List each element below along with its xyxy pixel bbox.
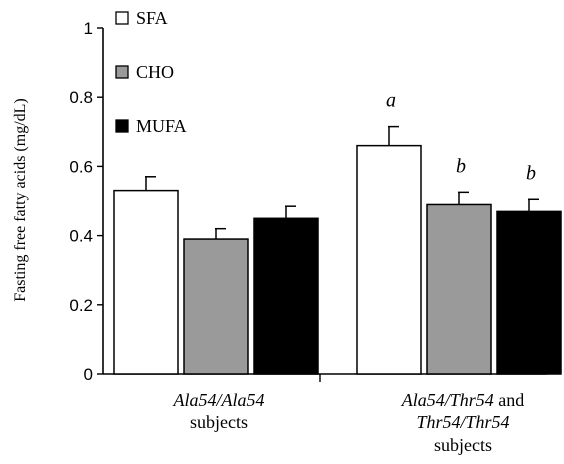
x-group-label-part: Thr54/Thr54 xyxy=(416,412,509,432)
y-tick-label: 0 xyxy=(84,365,93,384)
x-group-label: Thr54/Thr54 xyxy=(416,412,509,432)
x-group-label-part: Ala54/Thr54 xyxy=(401,390,494,410)
y-axis-label: Fasting free fatty acids (mg/dL) xyxy=(12,98,29,302)
legend-swatch-mufa xyxy=(115,119,129,133)
x-group-label-part: Ala54/Ala54 xyxy=(173,390,265,410)
x-group-label: subjects xyxy=(434,435,492,455)
bar-sfa xyxy=(113,189,179,375)
significance-annotation: b xyxy=(526,162,536,184)
bar-sfa xyxy=(356,144,422,375)
y-tick-label: 0.8 xyxy=(69,88,93,107)
legend-label-mufa: MUFA xyxy=(136,116,187,136)
x-group-label: Ala54/Thr54 and xyxy=(401,390,525,410)
x-group-label-part: and xyxy=(494,390,525,410)
bar-mufa xyxy=(496,210,562,375)
x-group-label-part: subjects xyxy=(434,435,492,455)
y-tick-label: 0.2 xyxy=(69,296,93,315)
significance-annotation: a xyxy=(386,90,396,112)
legend-swatch-sfa xyxy=(115,11,129,25)
x-group-label-part: subjects xyxy=(190,412,248,432)
y-tick-label: 1 xyxy=(84,19,93,38)
x-group-label: Ala54/Ala54 xyxy=(173,390,265,410)
legend-label-sfa: SFA xyxy=(136,8,168,28)
legend-swatch-cho xyxy=(115,65,129,79)
x-group-label: subjects xyxy=(190,412,248,432)
significance-annotation: b xyxy=(456,155,466,177)
y-tick-label: 0.4 xyxy=(69,227,93,246)
y-tick-label: 0.6 xyxy=(69,157,93,176)
bar-mufa xyxy=(253,217,319,375)
bar-cho xyxy=(183,238,249,375)
bar-cho xyxy=(426,203,492,375)
legend-label-cho: CHO xyxy=(136,62,174,82)
